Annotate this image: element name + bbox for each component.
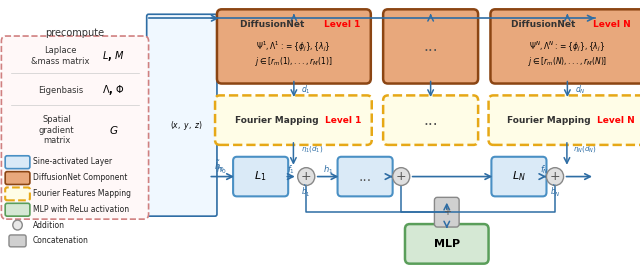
Text: Concatenation: Concatenation	[33, 237, 88, 245]
Text: ...: ...	[423, 113, 438, 128]
FancyBboxPatch shape	[490, 9, 640, 83]
Text: Fourier Mapping: Fourier Mapping	[507, 116, 594, 125]
Text: $f_N$: $f_N$	[540, 163, 549, 176]
FancyBboxPatch shape	[147, 14, 217, 216]
Text: +: +	[301, 170, 312, 183]
Text: Spatial
gradient
matrix: Spatial gradient matrix	[38, 115, 74, 145]
Text: $L_1$: $L_1$	[255, 170, 267, 184]
Text: ...: ...	[358, 170, 372, 184]
Text: $d_1$: $d_1$	[301, 83, 311, 96]
Text: +: +	[443, 207, 451, 217]
Text: $h_0$: $h_0$	[216, 163, 227, 176]
Text: Laplace
&mass matrix: Laplace &mass matrix	[31, 46, 90, 66]
Text: DiffusionNet Component: DiffusionNet Component	[33, 173, 127, 182]
Text: Level N: Level N	[597, 116, 635, 125]
Text: $\tilde{h}_0$: $\tilde{h}_0$	[214, 159, 225, 174]
Text: $j \in [r_m(N), ..., r_M(N)]$: $j \in [r_m(N), ..., r_M(N)]$	[528, 55, 607, 68]
FancyBboxPatch shape	[435, 197, 459, 227]
FancyBboxPatch shape	[383, 9, 478, 83]
FancyBboxPatch shape	[5, 172, 30, 184]
FancyBboxPatch shape	[9, 235, 26, 247]
Text: $h_1$: $h_1$	[323, 163, 333, 176]
Text: +: +	[550, 170, 561, 183]
Text: $\eta_1(d_1)$: $\eta_1(d_1)$	[301, 144, 323, 154]
Text: $f_1$: $f_1$	[287, 163, 295, 176]
Text: $L_N$: $L_N$	[512, 170, 526, 184]
Text: $\tilde{b}_N$: $\tilde{b}_N$	[550, 184, 561, 199]
Text: Sine-activated Layer: Sine-activated Layer	[33, 157, 112, 166]
FancyBboxPatch shape	[5, 203, 30, 216]
Text: Level 1: Level 1	[324, 20, 361, 29]
Text: DiffusionNet: DiffusionNet	[240, 20, 308, 29]
Text: $\Psi^N, \Lambda^N := \{\phi_j\}, \{\lambda_j\}$: $\Psi^N, \Lambda^N := \{\phi_j\}, \{\lam…	[529, 40, 605, 54]
Text: $\eta_N(d_N)$: $\eta_N(d_N)$	[573, 144, 596, 154]
Text: Addition: Addition	[33, 221, 65, 229]
FancyBboxPatch shape	[337, 157, 393, 196]
Text: $\Psi^1, \Lambda^1 := \{\phi_j\}, \{\lambda_j\}$: $\Psi^1, \Lambda^1 := \{\phi_j\}, \{\lam…	[257, 40, 332, 54]
FancyBboxPatch shape	[492, 157, 547, 196]
FancyBboxPatch shape	[5, 187, 30, 200]
Text: $\Lambda$, $\Phi$: $\Lambda$, $\Phi$	[102, 83, 125, 97]
Text: Level 1: Level 1	[325, 116, 362, 125]
FancyBboxPatch shape	[233, 157, 288, 196]
Text: ...: ...	[423, 39, 438, 54]
Text: +: +	[396, 170, 406, 183]
FancyBboxPatch shape	[215, 95, 372, 145]
Circle shape	[547, 168, 564, 185]
Text: $d_N$: $d_N$	[575, 83, 586, 96]
Text: $G$: $G$	[109, 124, 118, 136]
FancyBboxPatch shape	[383, 95, 478, 145]
Circle shape	[393, 168, 410, 185]
FancyBboxPatch shape	[488, 95, 640, 145]
Circle shape	[13, 220, 22, 230]
Text: $j \in [r_m(1), ..., r_M(1)]$: $j \in [r_m(1), ..., r_M(1)]$	[255, 55, 333, 68]
FancyBboxPatch shape	[1, 36, 148, 219]
Text: $\tilde{b}_1$: $\tilde{b}_1$	[301, 184, 311, 199]
Text: Eigenbasis: Eigenbasis	[38, 86, 83, 95]
Text: MLP with ReLu activation: MLP with ReLu activation	[33, 205, 129, 214]
Text: Level N: Level N	[593, 20, 631, 29]
Circle shape	[298, 168, 315, 185]
Text: MLP: MLP	[434, 239, 460, 249]
Text: $(x,\ y,\ z)$: $(x,\ y,\ z)$	[170, 119, 203, 131]
Text: $L$, $M$: $L$, $M$	[102, 49, 125, 63]
Text: DiffusionNet: DiffusionNet	[511, 20, 579, 29]
FancyBboxPatch shape	[5, 156, 30, 169]
Text: precompute: precompute	[45, 28, 104, 38]
FancyBboxPatch shape	[217, 9, 371, 83]
Text: Fourier Mapping: Fourier Mapping	[236, 116, 322, 125]
Text: Fourier Features Mapping: Fourier Features Mapping	[33, 189, 131, 198]
FancyBboxPatch shape	[405, 224, 488, 264]
